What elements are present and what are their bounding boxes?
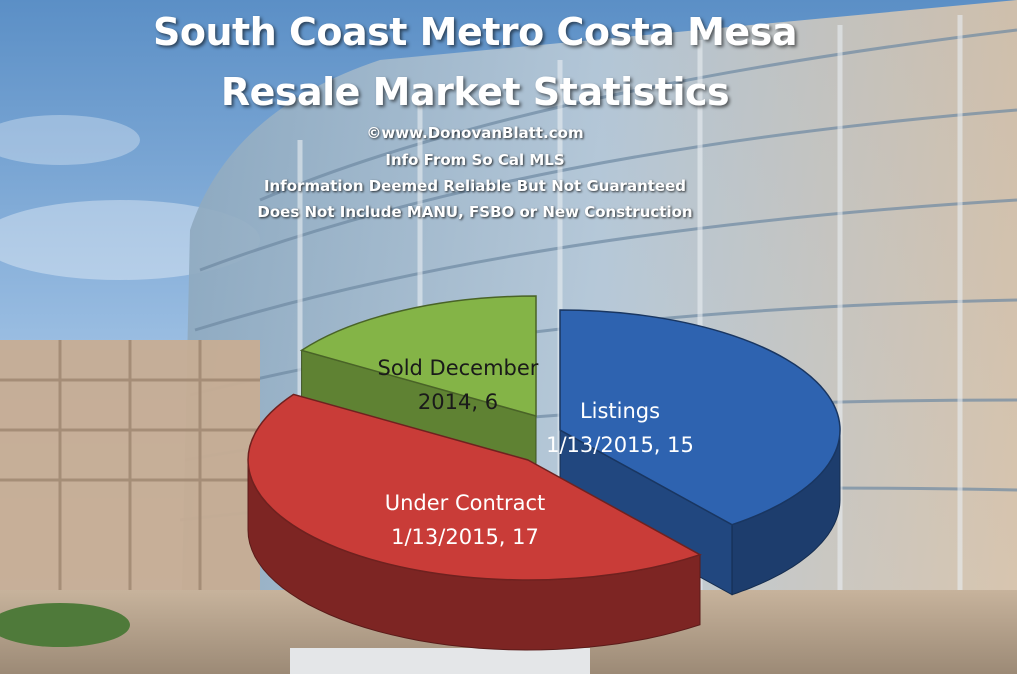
slice-label: Listings 1/13/2015, 15 — [546, 399, 694, 457]
cloud — [0, 115, 140, 165]
pie-top-faces — [247, 295, 841, 581]
pie-labels: Listings 1/13/2015, 15 Under Contract 1/13/… — [378, 356, 694, 549]
slice-label-line: Listings — [580, 399, 660, 423]
chart-title-line2: Resale Market Statistics — [220, 70, 730, 114]
shrubs — [0, 603, 130, 647]
slice-label-line: 2014, 6 — [418, 390, 498, 414]
pie-slice-sold-december-2014 — [299, 295, 537, 417]
chart-title-line1: South Coast Metro Costa Mesa — [153, 10, 797, 54]
source-text: Info From So Cal MLS — [385, 151, 565, 169]
slice-label-line: Sold December — [378, 356, 539, 380]
stage-base — [290, 648, 590, 674]
disclaimer-text: Information Deemed Reliable But Not Guar… — [263, 177, 687, 195]
slice-label-line: 1/13/2015, 17 — [391, 525, 539, 549]
credit-text: ©www.DonovanBlatt.com — [366, 124, 584, 142]
slice-label: Under Contract 1/13/2015, 17 — [385, 491, 546, 549]
slice-label-line: Under Contract — [385, 491, 546, 515]
pie-slice-under-contract-1-13-2015 — [247, 393, 702, 581]
pie-chart: Listings 1/13/2015, 15 Under Contract 1/13/… — [247, 295, 841, 651]
pie-slice-listings-1-13-2015 — [559, 309, 841, 526]
slice-label: Sold December 2014, 6 — [378, 356, 539, 414]
slice-label-line: 1/13/2015, 15 — [546, 433, 694, 457]
exclusions-text: Does Not Include MANU, FSBO or New Const… — [257, 203, 693, 221]
